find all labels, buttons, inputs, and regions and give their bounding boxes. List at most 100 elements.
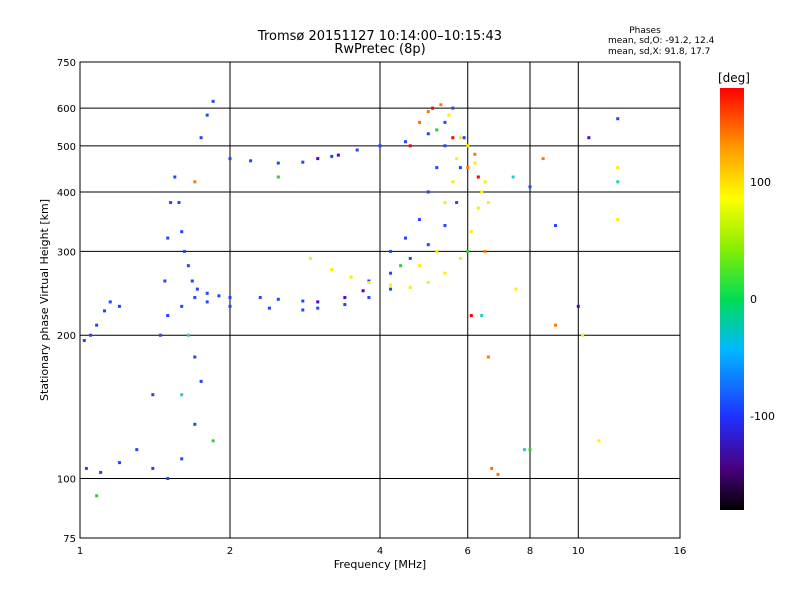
colorbar-tick-label: 0 <box>750 293 757 306</box>
data-point <box>378 144 382 148</box>
y-axis-ticks: 75 100 200 300 400 500 600 750 <box>57 58 76 545</box>
data-point <box>186 333 190 337</box>
data-point <box>458 256 462 260</box>
data-point <box>514 287 518 291</box>
data-point <box>108 300 112 304</box>
data-point <box>486 355 490 359</box>
data-point <box>195 287 199 291</box>
data-point <box>336 153 340 157</box>
data-point <box>455 201 459 205</box>
data-point <box>343 303 347 307</box>
data-point <box>258 296 262 300</box>
data-point <box>486 201 490 205</box>
data-point <box>99 470 103 474</box>
data-point <box>417 218 421 222</box>
data-point <box>528 185 532 189</box>
data-point <box>466 249 470 253</box>
data-point <box>490 466 494 470</box>
data-point <box>193 296 197 300</box>
data-point <box>466 144 470 148</box>
data-point <box>451 136 455 140</box>
data-point <box>496 472 500 476</box>
data-point <box>431 106 435 110</box>
data-point <box>228 296 232 300</box>
y-axis-label: Stationary phase Virtual Height [km] <box>38 199 51 401</box>
data-point <box>389 283 393 287</box>
data-point <box>173 175 177 179</box>
data-point <box>616 218 620 222</box>
x-axis-ticks: 1 2 4 6 8 10 16 <box>77 546 687 557</box>
data-point <box>193 180 197 184</box>
data-point <box>211 99 215 103</box>
data-point <box>89 333 93 337</box>
data-point <box>151 466 155 470</box>
colorbar-ticks: 100 0 -100 <box>750 176 775 423</box>
data-point <box>193 422 197 426</box>
data-point <box>426 190 430 194</box>
data-point <box>166 236 170 240</box>
data-point <box>193 355 197 359</box>
data-point <box>199 379 203 383</box>
y-tick-label: 100 <box>57 475 76 486</box>
y-tick-label: 300 <box>57 247 76 258</box>
data-point <box>469 230 473 234</box>
data-point <box>367 296 371 300</box>
data-point <box>163 279 167 283</box>
data-point <box>511 175 515 179</box>
data-point <box>276 297 280 301</box>
data-point <box>330 154 334 158</box>
data-point <box>361 289 365 293</box>
data-point <box>389 287 393 291</box>
data-point <box>553 224 557 228</box>
data-point <box>435 128 439 132</box>
data-point <box>151 393 155 397</box>
data-point <box>267 306 271 310</box>
data-point <box>466 166 470 170</box>
data-point <box>553 323 557 327</box>
data-point <box>435 249 439 253</box>
data-point <box>355 148 359 152</box>
data-point <box>443 224 447 228</box>
x-tick-label: 1 <box>77 546 83 557</box>
data-point <box>180 230 184 234</box>
data-point <box>343 296 347 300</box>
data-point <box>95 323 99 327</box>
data-point <box>205 300 209 304</box>
data-point <box>389 271 393 275</box>
stats-o-line: mean, sd,O: -91.2, 12.4 <box>608 36 715 46</box>
data-point <box>541 157 545 161</box>
x-tick-label: 10 <box>572 546 585 557</box>
data-point <box>483 249 487 253</box>
x-tick-label: 4 <box>377 546 383 557</box>
x-tick-label: 16 <box>674 546 687 557</box>
data-point <box>443 120 447 124</box>
data-point <box>217 294 221 298</box>
data-point <box>158 333 162 337</box>
data-point <box>408 144 412 148</box>
data-point <box>443 201 447 205</box>
data-point <box>417 264 421 268</box>
data-point <box>117 304 121 308</box>
x-tick-label: 2 <box>227 546 233 557</box>
data-point <box>403 236 407 240</box>
data-point <box>117 461 121 465</box>
data-point <box>316 306 320 310</box>
data-point <box>408 285 412 289</box>
data-point <box>616 117 620 121</box>
data-point <box>349 275 353 279</box>
colorbar-label: [deg] <box>718 71 750 85</box>
data-point <box>403 140 407 144</box>
data-point <box>177 201 181 205</box>
data-point <box>276 161 280 165</box>
colorbar-tick-label: 100 <box>750 176 771 189</box>
data-point <box>476 175 480 179</box>
data-point <box>316 300 320 304</box>
data-point <box>84 466 88 470</box>
data-point <box>205 113 209 117</box>
data-point <box>367 279 371 283</box>
data-point <box>473 152 477 156</box>
data-point <box>180 457 184 461</box>
x-axis-label: Frequency [MHz] <box>334 558 426 571</box>
data-point <box>95 494 99 498</box>
